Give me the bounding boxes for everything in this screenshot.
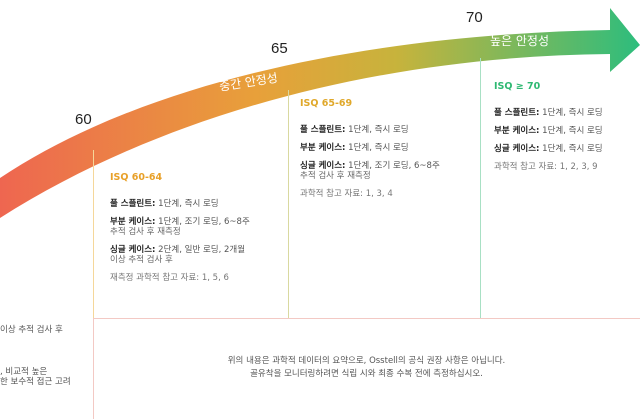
left-fragment-2: , 비교적 높은	[0, 367, 48, 377]
item-label: 풀 스플린트:	[494, 108, 540, 118]
left-fragment-3: 한 보수적 접근 고려	[0, 377, 71, 387]
item-label: 싱글 케이스:	[494, 144, 540, 154]
disclaimer-text: 위의 내용은 과학적 데이터의 요약으로, Osstell의 공식 권장 사항은…	[94, 355, 639, 381]
item-single-case: 싱글 케이스: 1단계, 조기 로딩, 6~8주 추적 검사 후 재측정	[300, 161, 475, 181]
disclaimer-line-2: 골유착을 모니터링하려면 식립 시와 최종 수복 전에 측정하십시오.	[250, 369, 483, 379]
item-label: 싱글 케이스:	[300, 161, 346, 171]
item-text: 1단계, 즉시 로딩	[542, 126, 603, 136]
divider-70	[480, 58, 481, 320]
column-isq-60-64: ISQ 60-64 풀 스플린트: 1단계, 즉시 로딩 부분 케이스: 1단계…	[110, 172, 285, 284]
item-full-splint: 풀 스플린트: 1단계, 즉시 로딩	[494, 108, 639, 118]
item-full-splint: 풀 스플린트: 1단계, 즉시 로딩	[300, 125, 475, 135]
item-text: 1단계, 조기 로딩, 6~8주	[348, 161, 440, 171]
item-label: 부분 케이스:	[110, 217, 156, 227]
item-text: 1단계, 조기 로딩, 6~8주	[158, 217, 250, 227]
item-sub: 추적 검사 후 재측정	[110, 227, 181, 237]
item-single-case: 싱글 케이스: 2단계, 일반 로딩, 2개월 이상 추적 검사 후	[110, 245, 285, 265]
item-sub: 추적 검사 후 재측정	[300, 171, 371, 181]
item-sub: 이상 추적 검사 후	[110, 255, 173, 265]
item-single-case: 싱글 케이스: 1단계, 즉시 로딩	[494, 144, 639, 154]
item-text: 2단계, 일반 로딩, 2개월	[158, 245, 246, 255]
item-partial-case: 부분 케이스: 1단계, 조기 로딩, 6~8주 추적 검사 후 재측정	[110, 217, 285, 237]
item-label: 풀 스플린트:	[110, 199, 156, 209]
column-reference: 과학적 참고 자료: 1, 2, 3, 9	[494, 162, 598, 172]
left-fragment-1: 이상 추적 검사 후	[0, 325, 63, 335]
item-label: 풀 스플린트:	[300, 125, 346, 135]
divider-60	[93, 150, 94, 320]
isq-tick-70: 70	[466, 9, 483, 26]
item-text: 1단계, 즉시 로딩	[348, 143, 409, 153]
item-full-splint: 풀 스플린트: 1단계, 즉시 로딩	[110, 199, 285, 209]
item-text: 1단계, 즉시 로딩	[542, 144, 603, 154]
column-title: ISQ ≥ 70	[494, 81, 541, 92]
column-title: ISQ 60-64	[110, 172, 163, 183]
divider-65	[288, 90, 289, 320]
item-label: 싱글 케이스:	[110, 245, 156, 255]
disclaimer-box: 위의 내용은 과학적 데이터의 요약으로, Osstell의 공식 권장 사항은…	[93, 318, 640, 419]
column-isq-65-69: ISQ 65-69 풀 스플린트: 1단계, 즉시 로딩 부분 케이스: 1단계…	[300, 98, 475, 200]
column-title: ISQ 65-69	[300, 98, 353, 109]
column-reference: 재측정 과학적 참고 자료: 1, 5, 6	[110, 273, 229, 283]
item-text: 1단계, 즉시 로딩	[348, 125, 409, 135]
item-text: 1단계, 즉시 로딩	[542, 108, 603, 118]
disclaimer-line-1: 위의 내용은 과학적 데이터의 요약으로, Osstell의 공식 권장 사항은…	[227, 356, 506, 366]
item-partial-case: 부분 케이스: 1단계, 즉시 로딩	[300, 143, 475, 153]
item-label: 부분 케이스:	[300, 143, 346, 153]
item-label: 부분 케이스:	[494, 126, 540, 136]
item-text: 1단계, 즉시 로딩	[158, 199, 219, 209]
band-label-high: 높은 안정성	[490, 34, 550, 48]
isq-tick-60: 60	[75, 111, 92, 128]
item-partial-case: 부분 케이스: 1단계, 즉시 로딩	[494, 126, 639, 136]
column-isq-70-plus: ISQ ≥ 70 풀 스플린트: 1단계, 즉시 로딩 부분 케이스: 1단계,…	[494, 81, 639, 173]
isq-tick-65: 65	[271, 40, 288, 57]
column-reference: 과학적 참고 자료: 1, 3, 4	[300, 189, 393, 199]
